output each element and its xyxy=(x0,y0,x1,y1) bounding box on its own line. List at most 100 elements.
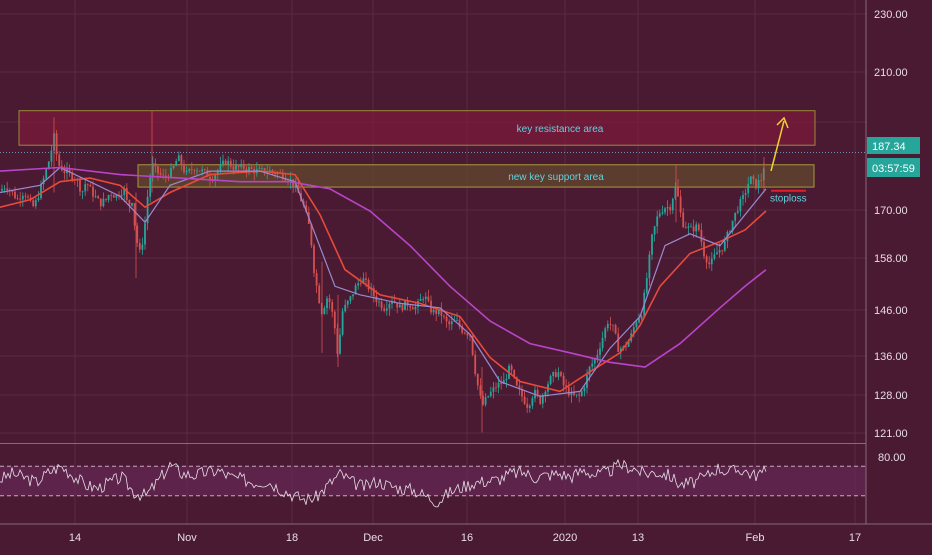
candle-body xyxy=(744,193,747,195)
candle-body xyxy=(565,385,568,388)
candle-body xyxy=(180,155,183,166)
candle-body xyxy=(487,396,490,398)
candle-body xyxy=(466,333,469,336)
countdown-label: 03:57:59 xyxy=(872,163,915,175)
candle-body xyxy=(705,256,708,263)
candle-body xyxy=(240,164,243,167)
candle-body xyxy=(224,160,227,165)
candle-body xyxy=(677,186,679,197)
candle-body xyxy=(102,198,105,207)
candle-body xyxy=(463,332,466,334)
candle-body xyxy=(570,392,573,396)
candle-body xyxy=(19,198,22,200)
candle-body xyxy=(690,226,692,228)
candle-body xyxy=(21,195,24,200)
candle-body xyxy=(593,358,596,364)
candle-body xyxy=(739,199,742,212)
candle-body xyxy=(757,180,760,189)
candle-body xyxy=(86,184,89,186)
candle-body xyxy=(375,296,378,303)
candle-body xyxy=(81,191,84,193)
candle-body xyxy=(450,321,453,325)
candle-body xyxy=(40,184,42,199)
candle-body xyxy=(357,283,360,286)
candle-body xyxy=(120,194,123,197)
candle-body xyxy=(692,226,695,232)
candle-body xyxy=(190,169,193,171)
candle-body xyxy=(68,169,71,173)
candle-body xyxy=(567,387,570,396)
candle-body xyxy=(79,179,81,192)
candle-body xyxy=(609,324,612,325)
candle-body xyxy=(315,273,318,286)
candle-body xyxy=(448,321,451,325)
price-tick-label: 230.00 xyxy=(874,9,908,21)
candle-body xyxy=(341,311,344,335)
candle-body xyxy=(383,308,386,311)
candle-body xyxy=(110,195,113,196)
candle-body xyxy=(500,382,503,385)
candle-body xyxy=(674,186,677,199)
ma-fast-line xyxy=(0,166,767,397)
candle-body xyxy=(11,190,14,192)
candle-body xyxy=(575,394,578,396)
resistance-zone xyxy=(18,110,816,146)
candle-body xyxy=(164,175,167,177)
candle-body xyxy=(154,163,157,167)
candle-body xyxy=(419,299,422,302)
candle-body xyxy=(183,165,185,173)
candle-body xyxy=(188,169,191,171)
candle-body xyxy=(664,208,666,213)
candle-body xyxy=(94,196,97,198)
candle-body xyxy=(346,300,349,305)
candle-body xyxy=(27,196,29,198)
candle-body xyxy=(149,177,152,197)
ma-slow-line xyxy=(0,170,767,393)
candle-body xyxy=(170,168,172,178)
candle-body xyxy=(557,372,560,377)
candle-body xyxy=(326,298,328,309)
time-tick-label: 16 xyxy=(461,532,473,544)
candle-body xyxy=(515,377,518,386)
candle-body xyxy=(141,244,144,250)
candle-body xyxy=(1,188,3,191)
candle-body xyxy=(339,334,341,354)
target-arrow-head xyxy=(776,116,789,129)
candle-body xyxy=(560,372,562,376)
candle-body xyxy=(653,226,656,235)
moving-averages xyxy=(0,166,767,397)
candle-body xyxy=(721,250,724,252)
candle-body xyxy=(266,172,269,174)
candle-body xyxy=(136,225,139,243)
rsi-panel xyxy=(0,458,866,508)
candle-body xyxy=(760,180,763,181)
candle-body xyxy=(219,164,222,171)
candle-body xyxy=(388,303,391,309)
candle-body xyxy=(318,285,321,304)
candle-body xyxy=(201,169,204,172)
candle-body xyxy=(331,301,334,312)
candle-body xyxy=(645,278,648,293)
candle-body xyxy=(596,354,599,359)
candle-body xyxy=(635,322,638,328)
candle-body xyxy=(71,172,74,180)
candle-body xyxy=(627,341,630,347)
candle-body xyxy=(245,168,248,172)
candle-body xyxy=(710,258,713,265)
candle-body xyxy=(294,184,297,187)
time-tick-label: 18 xyxy=(286,532,298,544)
candle-body xyxy=(47,161,50,170)
candle-body xyxy=(177,155,180,162)
candle-body xyxy=(411,307,414,310)
candle-body xyxy=(718,250,721,253)
candle-body xyxy=(484,397,487,405)
candle-body xyxy=(261,168,263,169)
candle-body xyxy=(723,241,726,251)
candle-body xyxy=(651,234,653,255)
candle-body xyxy=(752,176,755,179)
candle-body xyxy=(6,188,9,190)
candle-body xyxy=(716,252,718,255)
candle-body xyxy=(144,223,146,245)
time-tick-label: Dec xyxy=(363,532,383,544)
candle-body xyxy=(427,296,430,301)
